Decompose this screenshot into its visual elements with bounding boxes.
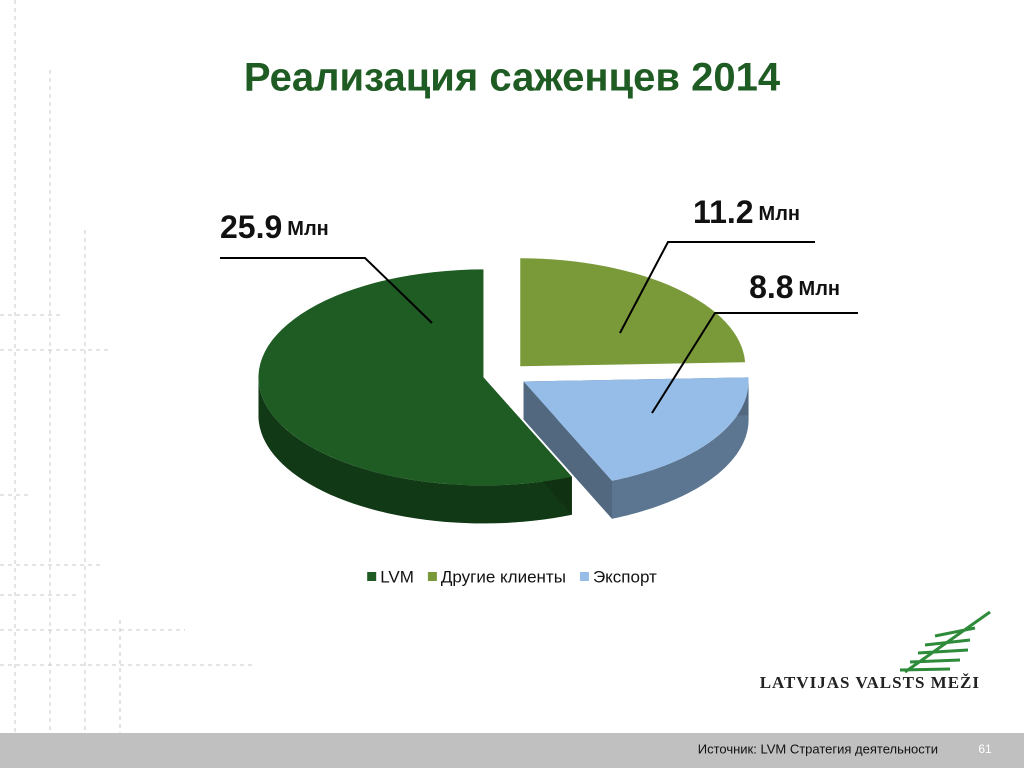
pie-side bbox=[611, 380, 749, 519]
pie-side bbox=[258, 375, 572, 524]
data-label-unit: Млн bbox=[799, 278, 840, 300]
logo-text: LATVIJAS VALSTS MEŽI bbox=[760, 673, 980, 692]
data-label-unit: Млн bbox=[287, 218, 328, 240]
pie-face-shade bbox=[523, 381, 612, 519]
leader-line bbox=[619, 241, 815, 334]
legend-swatch bbox=[579, 572, 589, 581]
data-label: 25.9 Млн bbox=[220, 209, 329, 245]
data-label-unit: Млн bbox=[759, 203, 800, 225]
legend-swatch bbox=[427, 572, 437, 581]
pie-slice bbox=[258, 269, 572, 486]
legend-label: LVM bbox=[380, 567, 414, 586]
legend-label: Экспорт bbox=[593, 567, 657, 586]
pie-side-shade bbox=[258, 375, 572, 524]
chart-title: Реализация саженцев 2014 bbox=[244, 56, 781, 100]
data-label-value: 8.8 bbox=[749, 269, 793, 305]
pie-slice bbox=[520, 258, 746, 367]
logo-tree bbox=[899, 610, 991, 674]
data-label: 8.8 Млн bbox=[749, 269, 840, 305]
pie-slice bbox=[523, 377, 749, 481]
footer-source: Источник: LVM Стратегия деятельности bbox=[698, 741, 938, 756]
data-label-value: 11.2 bbox=[693, 194, 754, 230]
pie-side-shade bbox=[611, 380, 749, 519]
background-decoration bbox=[0, 0, 255, 733]
data-label-value: 25.9 bbox=[220, 209, 282, 245]
footer-bar bbox=[0, 733, 1024, 768]
data-label: 11.2 Млн bbox=[693, 194, 800, 230]
leader-line bbox=[651, 312, 858, 414]
legend: LVM Другие клиенты Экспорт bbox=[367, 567, 657, 586]
logo: LATVIJAS VALSTS MEŽI bbox=[760, 610, 991, 692]
leader-line bbox=[220, 257, 433, 324]
legend-swatch bbox=[367, 572, 377, 581]
legend-label: Другие клиенты bbox=[441, 567, 566, 586]
pie-face bbox=[523, 381, 612, 519]
page-number: 61 bbox=[978, 742, 992, 756]
